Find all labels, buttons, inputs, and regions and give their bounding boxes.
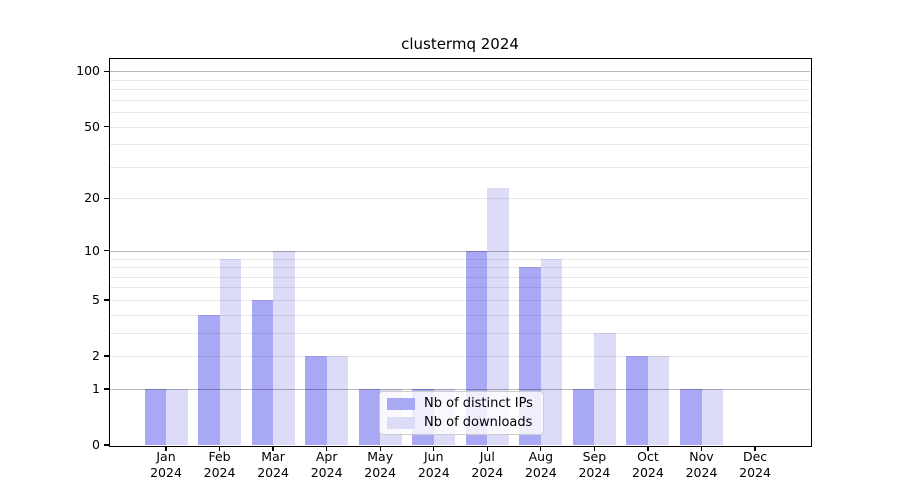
legend-swatch-downloads (387, 416, 415, 429)
x-axis-tick-label: Nov 2024 (685, 449, 718, 480)
y-axis-tick-label: 100 (76, 63, 100, 79)
x-axis-tick (433, 446, 435, 451)
x-axis-tick (165, 446, 167, 451)
x-axis-tick-label: Mar 2024 (257, 449, 289, 480)
y-axis-tick-label: 50 (84, 118, 100, 134)
x-axis-tick-label: Oct 2024 (632, 449, 664, 480)
y-axis-tick-label: 0 (92, 437, 100, 452)
legend: Nb of distinct IPs Nb of downloads (379, 391, 544, 435)
legend-item-distinct-ips: Nb of distinct IPs (387, 396, 536, 411)
plot-area (108, 57, 812, 447)
x-axis-tick-label: Aug 2024 (524, 449, 557, 480)
legend-item-downloads: Nb of downloads (387, 415, 536, 430)
y-axis-tick-label: 2 (92, 348, 100, 364)
x-axis-tick-label: Jun 2024 (417, 449, 450, 480)
x-axis-tick-label: Feb 2024 (203, 449, 236, 480)
y-axis-tick-label: 5 (92, 291, 100, 307)
x-axis-tick-label: May 2024 (364, 449, 397, 480)
x-axis-tick (647, 446, 649, 451)
legend-label-downloads: Nb of downloads (424, 415, 533, 430)
x-axis-tick (540, 446, 542, 451)
x-axis-tick-label: Apr 2024 (310, 449, 343, 480)
chart-title: clustermq 2024 (401, 35, 519, 53)
x-axis-tick-label: Jan 2024 (150, 449, 182, 480)
x-axis-tick (326, 446, 328, 451)
y-axis-tick-label: 20 (84, 190, 100, 206)
x-axis-tick-label: Sep 2024 (578, 449, 611, 480)
x-axis-tick-label: Jul 2024 (471, 449, 504, 480)
x-axis-tick (754, 446, 756, 451)
x-axis-tick (379, 446, 381, 451)
y-axis-tick-label: 10 (84, 242, 100, 258)
x-axis-tick (700, 446, 703, 451)
legend-swatch-distinct-ips (387, 397, 415, 410)
x-axis-tick (272, 446, 274, 451)
x-axis-tick (486, 446, 488, 451)
legend-label-distinct-ips: Nb of distinct IPs (424, 396, 533, 411)
x-axis-tick-label: Dec 2024 (739, 449, 771, 480)
x-axis-tick (593, 446, 596, 451)
y-axis-tick-label: 1 (92, 380, 100, 396)
x-axis-tick (218, 446, 221, 451)
